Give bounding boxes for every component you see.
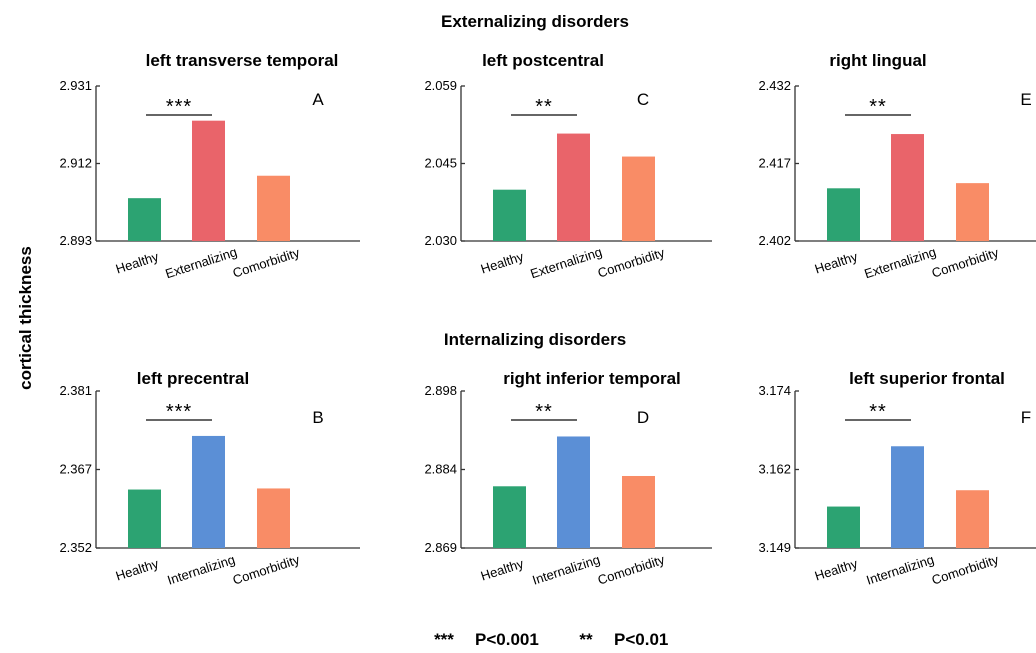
bar-externalizing (891, 134, 924, 241)
category-label: Comorbidity (231, 552, 302, 588)
chart-title: left postcentral (482, 51, 604, 70)
panel-letter: D (637, 408, 649, 427)
category-label: Comorbidity (930, 245, 1001, 281)
chart-panel-e: right lingual E 2.402 2.417 2.432 Healthy Exte… (758, 51, 1036, 281)
chart-title: left transverse temporal (146, 51, 339, 70)
bar-internalizing (557, 436, 590, 548)
panel-letter: E (1020, 90, 1031, 109)
legend-text-p001: P<0.001 (475, 630, 539, 649)
bar-externalizing (192, 121, 225, 241)
bar-healthy (128, 490, 161, 548)
panel-letter: B (312, 408, 323, 427)
y-tick-label: 2.367 (59, 462, 92, 477)
category-label: Externalizing (862, 244, 937, 281)
y-tick-label: 2.432 (758, 78, 791, 93)
chart-panel-f: left superior frontal F 3.149 3.162 3.174 Hea… (758, 369, 1036, 588)
chart-title: right lingual (829, 51, 926, 70)
y-tick-label: 2.417 (758, 156, 791, 171)
category-label: Healthy (114, 249, 161, 277)
category-label: Comorbidity (596, 245, 667, 281)
bar-comorbidity (622, 157, 655, 241)
bar-comorbidity (956, 490, 989, 548)
chart-title: left superior frontal (849, 369, 1005, 388)
significance-stars: ** (869, 96, 887, 118)
y-tick-label: 2.402 (758, 233, 791, 248)
category-label: Internalizing (864, 552, 935, 588)
section-title-externalizing: Externalizing disorders (441, 12, 629, 31)
category-label: Healthy (813, 249, 860, 277)
section-title-internalizing: Internalizing disorders (444, 330, 626, 349)
y-tick-label: 2.381 (59, 383, 92, 398)
category-label: Externalizing (163, 244, 238, 281)
chart-panel-a: left transverse temporal A 2.893 2.912 2.931… (59, 51, 360, 281)
bar-internalizing (891, 446, 924, 548)
chart-title: right inferior temporal (503, 369, 681, 388)
bar-healthy (128, 198, 161, 241)
category-label: Internalizing (530, 552, 601, 588)
y-tick-label: 3.174 (758, 383, 791, 398)
chart-panels: left transverse temporal A 2.893 2.912 2.931… (59, 51, 1036, 588)
chart-title: left precentral (137, 369, 249, 388)
category-label: Internalizing (165, 552, 236, 588)
category-label: Comorbidity (930, 552, 1001, 588)
significance-stars: ** (535, 401, 553, 423)
chart-panel-d: right inferior temporal D 2.869 2.884 2.898 H… (424, 369, 712, 588)
y-tick-label: 2.030 (424, 233, 457, 248)
y-tick-label: 3.162 (758, 462, 791, 477)
y-tick-label: 2.045 (424, 156, 457, 171)
legend-text-p01: P<0.01 (614, 630, 668, 649)
y-tick-label: 2.912 (59, 156, 92, 171)
bar-healthy (493, 486, 526, 548)
chart-panel-c: left postcentral C 2.030 2.045 2.059 Healthy E… (424, 51, 712, 281)
bar-comorbidity (257, 176, 290, 241)
category-label: Healthy (114, 556, 161, 584)
bar-comorbidity (257, 488, 290, 548)
y-axis-label: cortical thickness (16, 246, 35, 390)
panel-letter: C (637, 90, 649, 109)
bar-comorbidity (622, 476, 655, 548)
bar-comorbidity (956, 183, 989, 241)
legend-symbol-p001: *** (434, 630, 454, 649)
panel-letter: F (1021, 408, 1031, 427)
significance-stars: ** (869, 401, 887, 423)
significance-stars: ** (535, 96, 553, 118)
y-tick-label: 3.149 (758, 540, 791, 555)
bar-internalizing (192, 436, 225, 548)
y-tick-label: 2.898 (424, 383, 457, 398)
bar-healthy (827, 188, 860, 241)
y-tick-label: 2.869 (424, 540, 457, 555)
y-tick-label: 2.931 (59, 78, 92, 93)
category-label: Comorbidity (231, 245, 302, 281)
y-tick-label: 2.059 (424, 78, 457, 93)
significance-stars: *** (166, 401, 192, 423)
bar-healthy (493, 190, 526, 241)
legend-symbol-p01: ** (579, 630, 593, 649)
y-tick-label: 2.884 (424, 462, 457, 477)
category-label: Healthy (479, 556, 526, 584)
y-tick-label: 2.893 (59, 233, 92, 248)
category-label: Healthy (479, 249, 526, 277)
bar-externalizing (557, 134, 590, 241)
category-label: Healthy (813, 556, 860, 584)
chart-panel-b: left precentral B 2.352 2.367 2.381 Healthy In… (59, 369, 360, 588)
significance-stars: *** (166, 96, 192, 118)
y-tick-label: 2.352 (59, 540, 92, 555)
panel-letter: A (312, 90, 324, 109)
bar-healthy (827, 507, 860, 548)
category-label: Externalizing (528, 244, 603, 281)
category-label: Comorbidity (596, 552, 667, 588)
